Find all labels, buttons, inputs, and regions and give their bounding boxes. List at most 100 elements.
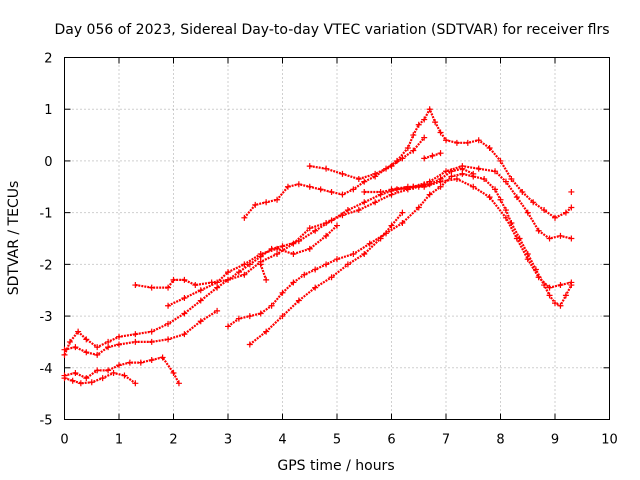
data-point [323, 165, 330, 172]
data-point [295, 297, 302, 304]
data-point [159, 354, 166, 361]
data-point [306, 163, 313, 170]
data-point [105, 367, 112, 374]
data-point [453, 176, 460, 183]
data-point [415, 121, 422, 128]
data-point [410, 132, 417, 139]
data-series-pass-9 [241, 106, 575, 221]
data-point [437, 178, 444, 185]
data-point [132, 331, 139, 338]
y-tick-labels: 2 1 0 -1 -2 -3 -4 -5 [40, 52, 53, 429]
data-point [350, 251, 357, 258]
data-point [165, 320, 172, 327]
data-point [546, 284, 553, 291]
data-point [279, 313, 286, 320]
data-point [377, 235, 384, 242]
data-point [388, 222, 395, 229]
data-series-pass-4 [61, 307, 221, 358]
data-point [116, 333, 122, 340]
data-point [121, 372, 128, 379]
data-point [513, 235, 520, 242]
data-point [546, 235, 553, 242]
data-point [306, 183, 313, 190]
data-point [61, 346, 68, 353]
data-point [181, 331, 188, 338]
data-point [197, 287, 204, 294]
data-point [132, 282, 139, 289]
data-point [69, 377, 76, 384]
data-point [181, 294, 188, 301]
data-point [274, 196, 281, 203]
data-point [94, 344, 101, 351]
data-point [110, 369, 117, 376]
data-point [279, 243, 286, 250]
data-point [502, 178, 509, 185]
data-point [568, 235, 575, 242]
data-point [284, 183, 291, 190]
data-point [421, 155, 428, 162]
data-point [361, 188, 368, 195]
data-point [83, 349, 90, 356]
plot-frame [64, 57, 610, 420]
x-tick-label: 8 [496, 433, 504, 448]
data-point [214, 279, 221, 286]
x-tick-label: 5 [333, 433, 341, 448]
data-point [334, 256, 340, 263]
data-point [99, 375, 106, 382]
data-point [399, 209, 406, 216]
x-tick-label: 0 [60, 433, 68, 448]
data-trace [259, 264, 268, 281]
data-point [257, 251, 264, 258]
data-point [344, 207, 351, 214]
data-point [492, 168, 499, 175]
data-point [192, 282, 199, 289]
data-point [137, 359, 144, 366]
data-point [404, 183, 411, 190]
data-point [366, 240, 373, 247]
data-point [421, 116, 428, 123]
data-point [519, 188, 526, 195]
data-point [448, 173, 455, 180]
data-point [339, 191, 346, 198]
data-trace [364, 164, 572, 240]
data-point [361, 199, 368, 206]
data-series-pass-8 [246, 209, 406, 348]
data-point [241, 214, 248, 221]
data-point [541, 282, 548, 289]
data-point [148, 357, 155, 364]
data-point [290, 251, 297, 258]
data-trace [63, 167, 474, 356]
x-tick-label: 9 [551, 433, 559, 448]
data-trace [391, 177, 572, 289]
data-point [429, 152, 436, 159]
data-point [426, 191, 433, 198]
data-point [497, 196, 504, 203]
data-point [323, 219, 330, 226]
y-tick-label: 0 [44, 155, 52, 170]
data-point [552, 214, 558, 221]
y-tick-label: 2 [44, 52, 52, 67]
data-series-pass-13 [388, 176, 575, 291]
data-series-pass-11 [421, 150, 444, 162]
data-point [421, 183, 428, 190]
data-point [88, 379, 95, 386]
data-point [339, 170, 346, 177]
data-point [301, 271, 308, 278]
data-point [475, 165, 482, 172]
data-point [290, 240, 297, 247]
data-trace [64, 309, 218, 357]
data-point [562, 292, 569, 299]
y-tick-label: -4 [40, 362, 53, 377]
x-tick-label: 10 [601, 433, 618, 448]
data-point [235, 315, 242, 322]
y-tick-label: -5 [40, 414, 53, 429]
data-point [535, 274, 542, 281]
data-point [170, 369, 177, 376]
data-point [497, 157, 504, 164]
data-point [197, 318, 204, 325]
data-point [568, 279, 575, 286]
x-tick-label: 7 [442, 433, 450, 448]
data-point [225, 276, 231, 283]
data-point [214, 284, 221, 291]
